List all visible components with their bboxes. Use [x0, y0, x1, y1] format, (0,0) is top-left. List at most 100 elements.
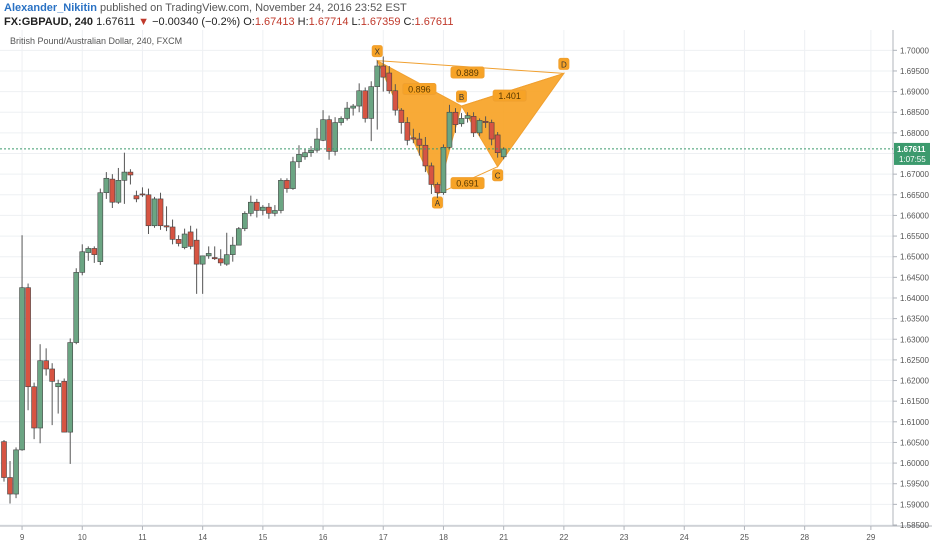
candle-down [470, 116, 477, 134]
candle-down [109, 178, 116, 203]
candle-up [272, 210, 278, 214]
candle-down [386, 72, 393, 92]
candle-down [145, 194, 152, 227]
candle-down [139, 193, 146, 196]
price-tick-label: 1.63500 [900, 315, 929, 324]
candle-down [326, 119, 332, 152]
candle-up [278, 180, 284, 211]
price-tick-label: 1.70000 [900, 46, 929, 55]
candle-up [37, 360, 43, 429]
point-label-A: A [435, 199, 441, 208]
price-tick-label: 1.63000 [900, 335, 929, 344]
candle-down [211, 257, 218, 260]
ratio-label-box [450, 66, 485, 79]
candle-up [13, 449, 19, 495]
candle-up [242, 213, 248, 229]
candle-up [235, 228, 242, 246]
price-tick-label: 1.60000 [900, 459, 929, 468]
candle-up [332, 122, 338, 152]
price-tick-label: 1.66000 [900, 211, 929, 220]
bar-countdown: 1:07:55 [899, 155, 926, 164]
bcd-triangle [460, 72, 566, 168]
candle-up [19, 287, 25, 451]
price-axis[interactable]: 1.58500 1.59000 1.59500 1.60000 1.60500 1.610… [893, 46, 929, 530]
publish-line: Alexander_Nikitin published on TradingVi… [4, 2, 407, 15]
chart-title: British Pound/Australian Dollar, 240, FX… [10, 36, 182, 46]
candle-down [380, 65, 387, 78]
candle-up [368, 86, 375, 119]
price-tick-label: 1.68500 [900, 108, 929, 117]
time-axis[interactable]: 9 10 11 14 15 16 17 18 21 22 23 24 25 28 29 [20, 526, 876, 542]
candle-down [392, 90, 399, 111]
candle-up [314, 138, 320, 151]
price-tick-label: 1.62500 [900, 356, 929, 365]
candle-down [254, 201, 260, 211]
time-tick-label: 29 [866, 533, 875, 542]
candle-up [344, 107, 350, 119]
time-tick-label: 11 [138, 533, 147, 542]
candle-up [115, 180, 122, 203]
candle-up [356, 90, 362, 107]
ratio-label: 0.896 [408, 85, 431, 95]
candle-up [302, 152, 308, 158]
time-tick-label: 9 [20, 533, 25, 542]
candle-up [229, 244, 236, 255]
close-value: 1.67611 [414, 16, 454, 28]
chart-header: Alexander_Nikitin published on TradingVi… [0, 0, 932, 30]
candle-up [205, 253, 212, 257]
point-label-box [492, 169, 504, 182]
candle-up [374, 65, 381, 87]
candle-up [440, 147, 447, 194]
time-tick-label: 25 [740, 533, 749, 542]
candle-down [398, 109, 405, 123]
ratio-label-box [402, 83, 437, 96]
price-tick-label: 1.69500 [900, 67, 929, 76]
candle-up [260, 206, 266, 211]
time-tick-label: 21 [499, 533, 508, 542]
candle-down [31, 386, 37, 429]
candle-up [67, 342, 74, 433]
ratio-label-box [492, 89, 527, 102]
time-tick-label: 16 [319, 533, 328, 542]
time-tick-label: 10 [78, 533, 87, 542]
candle-down [416, 138, 423, 146]
candle-down [494, 134, 501, 153]
candle-down [127, 171, 134, 176]
candle-up [248, 201, 254, 214]
current-price-box [894, 142, 930, 165]
candle-down [187, 231, 194, 247]
candle-down [266, 206, 272, 214]
candle-up [223, 254, 230, 265]
close-label: C: [403, 16, 415, 28]
candle-up [296, 154, 302, 163]
price-chart[interactable]: 0.896 0.889 1.401 0.691 X A B C D 1.58500 1.59000… [0, 30, 932, 550]
candle-down [133, 195, 140, 200]
price-tick-label: 1.67000 [900, 170, 929, 179]
price-tick-label: 1.59000 [900, 500, 929, 509]
candle-up [476, 120, 483, 134]
price-tick-label: 1.64000 [900, 294, 929, 303]
time-tick-label: 14 [198, 533, 207, 542]
ratio-label: 1.401 [498, 91, 521, 101]
candles [1, 56, 507, 504]
price-tick-label: 1.62000 [900, 377, 929, 386]
candle-up [464, 115, 471, 119]
candle-down [43, 360, 49, 370]
candle-up [85, 248, 92, 253]
price-tick-label: 1.65500 [900, 232, 929, 241]
published-text: published on TradingView.com, November 2… [99, 2, 407, 14]
time-tick-label: 17 [379, 533, 388, 542]
candle-up [55, 383, 61, 388]
candle-down [362, 90, 369, 119]
candle-down [7, 477, 13, 495]
candle-down [452, 111, 459, 125]
candle-up [103, 177, 110, 194]
point-label-box [558, 57, 570, 70]
candle-up [308, 149, 314, 153]
open-label: O: [243, 16, 255, 28]
author-link[interactable]: Alexander_Nikitin [4, 2, 97, 14]
candle-down [217, 258, 224, 264]
candle-down [61, 381, 68, 433]
time-tick-label: 23 [620, 533, 629, 542]
